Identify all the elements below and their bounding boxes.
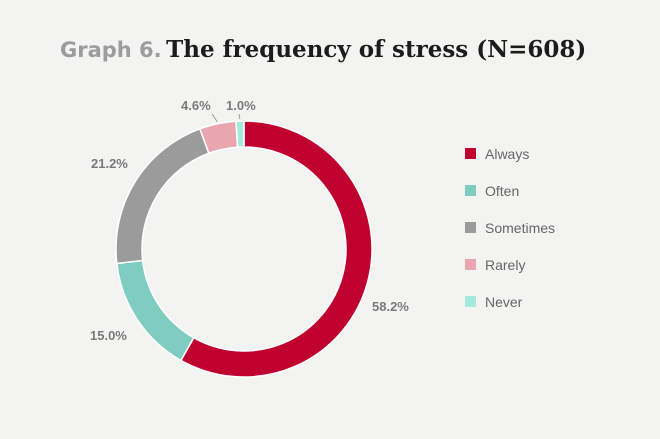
legend-swatch bbox=[465, 259, 476, 270]
legend-label: Always bbox=[485, 145, 530, 162]
data-label-never: 1.0% bbox=[226, 98, 256, 113]
data-label-sometimes: 21.2% bbox=[91, 156, 128, 171]
data-label-often: 15.0% bbox=[90, 328, 127, 343]
legend-swatch bbox=[465, 148, 476, 159]
graph-number: Graph 6. bbox=[60, 38, 162, 62]
graph-title: The frequency of stress (N=608) bbox=[166, 36, 587, 63]
legend-swatch bbox=[465, 222, 476, 233]
legend-item-always: Always bbox=[465, 135, 555, 172]
legend-item-often: Often bbox=[465, 172, 555, 209]
legend-label: Rarely bbox=[485, 256, 526, 273]
slice-sometimes bbox=[115, 127, 210, 265]
legend-item-never: Never bbox=[465, 283, 555, 320]
legend-swatch bbox=[465, 185, 476, 196]
chart-title: Graph 6. The frequency of stress (N=608) bbox=[60, 36, 586, 63]
legend: Always Often Sometimes Rarely Never bbox=[465, 135, 555, 320]
legend-item-sometimes: Sometimes bbox=[465, 209, 555, 246]
leader-line-rarely bbox=[211, 113, 218, 123]
data-label-rarely: 4.6% bbox=[181, 98, 211, 113]
slice-always bbox=[179, 120, 373, 378]
legend-swatch bbox=[465, 296, 476, 307]
legend-label: Sometimes bbox=[485, 219, 556, 236]
data-label-always: 58.2% bbox=[372, 299, 409, 314]
slice-never bbox=[235, 120, 245, 148]
leader-line-never bbox=[238, 113, 241, 120]
legend-item-rarely: Rarely bbox=[465, 246, 555, 283]
legend-label: Often bbox=[485, 182, 520, 199]
legend-label: Never bbox=[485, 293, 523, 310]
slice-often bbox=[115, 259, 195, 362]
